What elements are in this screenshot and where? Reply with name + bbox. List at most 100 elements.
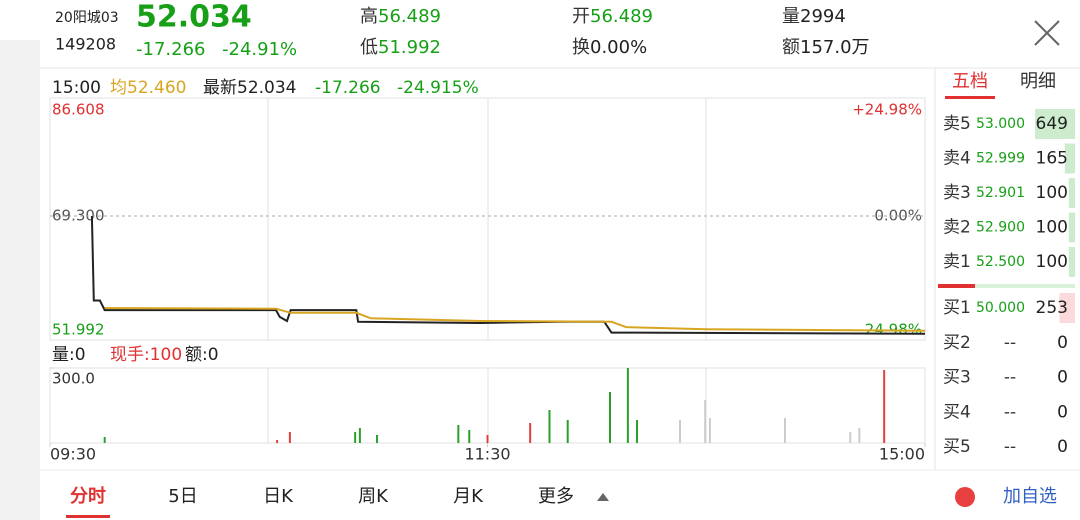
volume-info-part: 0 <box>75 345 86 365</box>
volume-info-part: 现手: <box>110 345 150 365</box>
level-label: 卖2 <box>943 218 971 238</box>
volume-y-label: 300.0 <box>52 370 95 388</box>
level-qty: 100 <box>1036 183 1068 203</box>
volume-bar <box>529 423 532 443</box>
volume-info: 额:0 <box>185 345 219 365</box>
volume-bar <box>354 432 357 443</box>
stat-part: 高 <box>360 6 378 27</box>
volume-bar <box>486 435 489 443</box>
latest-price-part: 最新 <box>203 78 237 98</box>
x-tick-label: 15:00 <box>879 445 925 464</box>
qty-bar <box>1059 293 1075 323</box>
level-qty: 100 <box>1036 218 1068 238</box>
level-qty: 0 <box>1057 333 1068 353</box>
y-tick-label: 86.608 <box>52 101 105 119</box>
stat: 换0.00% <box>572 37 647 58</box>
stat: 高56.489 <box>360 6 441 27</box>
chart-frame <box>49 97 926 444</box>
avg-price: 均52.460 <box>110 78 186 98</box>
qty-bar <box>1035 109 1075 139</box>
chart-change: -17.266 <box>315 78 381 98</box>
volume-bar <box>704 400 707 443</box>
tab-five: 五档 <box>952 71 988 92</box>
chart-time: 15:00 <box>52 78 101 98</box>
volume-bar <box>849 432 852 443</box>
volume-info: 现手:100 <box>110 345 182 365</box>
stat-part: 56.489 <box>378 6 441 27</box>
volume-bar <box>103 437 106 443</box>
more-arrow[interactable] <box>597 493 609 501</box>
chart-time-part: 15:00 <box>52 78 101 98</box>
level-price: 50.000 <box>976 300 1025 316</box>
level-qty: 253 <box>1036 298 1068 318</box>
watchlist-button[interactable]: 加自选 <box>1003 486 1057 507</box>
change-pct: -24.91% <box>222 39 297 60</box>
chart-change-pct-part: -24.915% <box>397 78 479 98</box>
stock-code: 149208 <box>55 35 116 54</box>
level-label: 卖1 <box>943 252 971 272</box>
chart-change-part: -17.266 <box>315 78 381 98</box>
latest-price-part: 52.034 <box>237 78 296 98</box>
bottom-tab-underline <box>66 515 110 518</box>
bottom-tab[interactable]: 5日 <box>168 486 197 507</box>
watchlist-icon[interactable] <box>955 487 975 507</box>
x-tick-label: 11:30 <box>464 445 510 464</box>
level-price: -- <box>1004 333 1016 353</box>
level-label: 买2 <box>943 333 971 353</box>
spread-bar-rest <box>975 284 1075 288</box>
volume-bar <box>276 440 279 443</box>
stat: 开56.489 <box>572 6 653 27</box>
bottom-tab[interactable]: 分时 <box>70 486 106 507</box>
qty-bar <box>1068 247 1075 277</box>
avg-line <box>104 307 926 332</box>
level-label: 卖4 <box>943 149 971 169</box>
tab-underline <box>945 96 995 99</box>
volume-bar <box>288 432 291 443</box>
change: -17.266 <box>136 39 205 60</box>
spread-bar-red <box>938 284 975 288</box>
volume-bar <box>566 420 569 443</box>
level-price: 52.500 <box>976 254 1025 270</box>
bottom-tab[interactable]: 周K <box>358 486 389 507</box>
level-price: 52.900 <box>976 220 1025 236</box>
qty-bar <box>1068 212 1075 243</box>
stock-name: 20阳城03 <box>55 10 119 26</box>
close-button[interactable] <box>1034 20 1060 46</box>
tab-detail: 明细 <box>1020 71 1056 92</box>
latest-price: 最新52.034 <box>203 78 296 98</box>
volume-bar <box>457 425 460 443</box>
chart-change-pct: -24.915% <box>397 78 479 98</box>
volume-bar <box>548 410 551 443</box>
volume-bar <box>679 420 681 443</box>
level-price: 52.901 <box>976 185 1025 201</box>
level-price: -- <box>1004 437 1016 457</box>
volume-bar <box>468 430 471 443</box>
level-price: 53.000 <box>976 116 1025 132</box>
level-label: 买1 <box>943 298 971 318</box>
volume-info-part: 量: <box>52 345 75 365</box>
stat: 低51.992 <box>360 37 441 58</box>
qty-bar <box>1068 178 1075 208</box>
volume-bar <box>376 435 379 443</box>
level-label: 买4 <box>943 402 971 422</box>
change-part: -17.266 <box>136 39 205 60</box>
bottom-tab[interactable]: 日K <box>263 486 294 507</box>
volume-bar <box>358 428 361 443</box>
bottom-tab[interactable]: 月K <box>453 486 484 507</box>
stat-part: 2994 <box>800 6 846 27</box>
level-label: 买5 <box>943 437 971 457</box>
level-qty: 649 <box>1036 114 1068 134</box>
stat-part: 开 <box>572 6 590 27</box>
level-price: -- <box>1004 402 1016 422</box>
bottom-tab[interactable]: 更多 <box>538 486 574 507</box>
level-price: 52.999 <box>976 151 1025 167</box>
price-line <box>90 215 926 335</box>
qty-bar <box>1064 143 1075 174</box>
y-tick-label: 69.300 <box>52 207 105 225</box>
volume-bar <box>626 368 629 443</box>
level-label: 卖5 <box>943 114 971 134</box>
x-tick-label: 09:30 <box>50 445 96 464</box>
level-qty: 0 <box>1057 368 1068 388</box>
level-qty: 165 <box>1036 149 1068 169</box>
